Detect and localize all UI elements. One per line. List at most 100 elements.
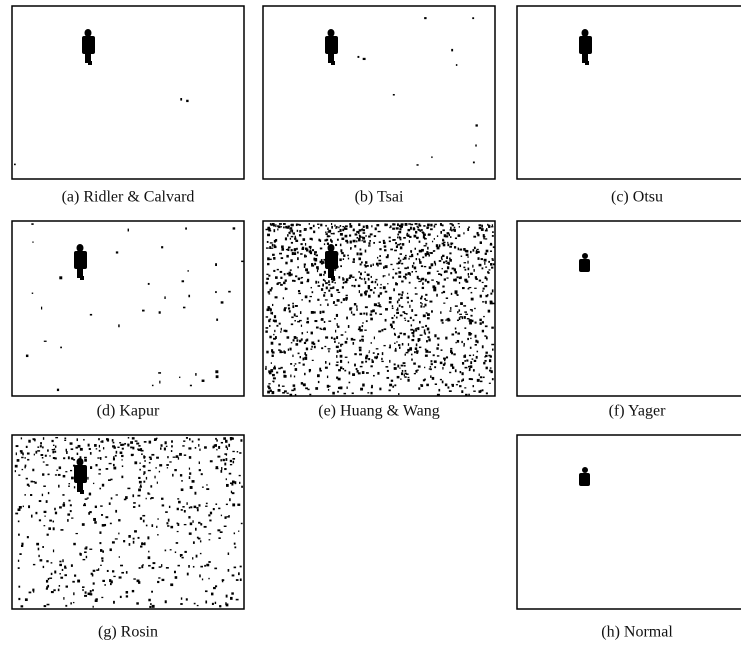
noise [352, 277, 354, 278]
noise [314, 253, 316, 255]
noise [40, 442, 42, 444]
noise [334, 341, 336, 343]
noise [484, 262, 485, 265]
noise [239, 475, 241, 476]
noise [281, 328, 282, 331]
noise [212, 603, 214, 605]
noise [223, 437, 226, 440]
noise [270, 309, 271, 311]
noise [424, 304, 426, 307]
noise [468, 287, 471, 288]
noise [18, 567, 20, 569]
noise [464, 387, 466, 388]
noise [153, 562, 156, 564]
noise [212, 446, 213, 449]
noise [205, 506, 207, 507]
noise [493, 246, 495, 248]
noise [334, 269, 336, 270]
noise [278, 389, 281, 392]
noise [443, 244, 446, 247]
noise [127, 444, 129, 447]
noise [460, 371, 462, 373]
noise [327, 228, 328, 230]
noise [221, 515, 222, 517]
noise [425, 279, 427, 282]
noise [408, 258, 409, 260]
panel: (c) Otsu [517, 6, 741, 206]
noise [294, 252, 297, 255]
noise [34, 482, 36, 484]
noise [370, 233, 373, 235]
noise [126, 571, 128, 574]
noise [419, 230, 421, 232]
noise [348, 258, 349, 260]
noise [420, 302, 422, 304]
noise [290, 224, 293, 226]
noise [189, 507, 190, 509]
noise [214, 568, 217, 570]
noise [180, 474, 182, 476]
noise [398, 393, 399, 395]
noise [379, 241, 381, 243]
noise [236, 599, 239, 601]
noise [397, 237, 398, 239]
noise [328, 350, 329, 352]
noise [332, 286, 334, 288]
noise [390, 264, 392, 265]
noise [54, 571, 56, 574]
noise [146, 477, 147, 480]
noise [321, 318, 324, 321]
noise [352, 261, 355, 263]
silhouette-feet [585, 61, 589, 65]
noise [284, 351, 286, 353]
noise [387, 254, 389, 256]
noise [26, 355, 28, 357]
noise [100, 549, 102, 552]
noise [316, 327, 319, 329]
noise [56, 470, 58, 471]
noise [399, 237, 401, 238]
panel-image [12, 6, 244, 179]
noise [151, 591, 153, 593]
noise [398, 258, 400, 260]
noise [189, 456, 191, 459]
noise [420, 334, 423, 335]
noise [402, 311, 405, 313]
noise [115, 510, 117, 513]
noise [266, 274, 268, 275]
noise [427, 227, 429, 228]
noise [474, 308, 476, 309]
noise [290, 269, 292, 270]
noise [420, 384, 421, 385]
noise [451, 49, 453, 51]
noise [110, 583, 112, 585]
noise [53, 445, 55, 446]
noise [346, 338, 347, 340]
noise [376, 263, 379, 266]
noise [431, 263, 434, 266]
noise [374, 356, 377, 358]
noise [476, 249, 478, 250]
noise [473, 269, 474, 272]
noise [76, 533, 78, 534]
noise [26, 478, 28, 480]
noise [341, 252, 344, 254]
noise [116, 494, 118, 495]
noise [127, 488, 130, 490]
noise [303, 383, 306, 386]
noise [468, 276, 469, 278]
noise [467, 338, 469, 340]
noise [192, 557, 193, 559]
noise [454, 246, 456, 248]
noise [423, 236, 425, 239]
noise [353, 339, 355, 341]
noise [483, 316, 485, 317]
noise [55, 512, 57, 515]
noise [229, 498, 231, 501]
noise [18, 560, 19, 562]
noise [430, 375, 431, 378]
noise [132, 494, 134, 497]
noise [377, 257, 378, 259]
noise [190, 506, 192, 508]
noise [343, 282, 345, 284]
